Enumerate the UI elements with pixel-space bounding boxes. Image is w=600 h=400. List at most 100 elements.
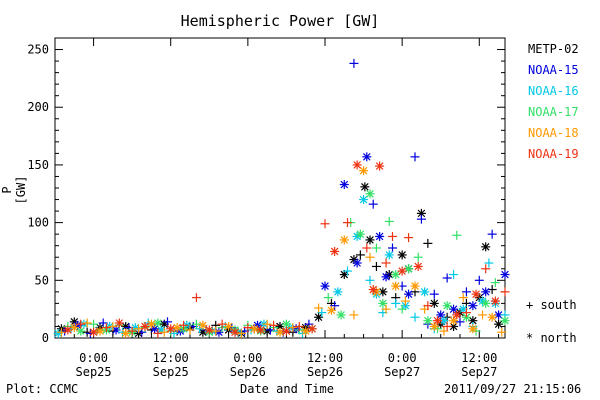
- data-point: [127, 326, 137, 336]
- data-point: [442, 273, 452, 283]
- data-point: [339, 235, 349, 245]
- data-point: [481, 242, 491, 252]
- data-point: [365, 252, 375, 262]
- data-point: [362, 243, 372, 253]
- x-tick-date-label: Sep27: [384, 365, 420, 379]
- data-point: [487, 285, 497, 295]
- data-point: [455, 317, 465, 327]
- x-tick-time-label: 0:00: [233, 351, 262, 365]
- data-point: [478, 310, 487, 320]
- x-axis-label: Date and Time: [240, 382, 334, 396]
- data-point: [410, 152, 420, 162]
- data-point: [314, 312, 324, 322]
- data-point: [153, 328, 163, 338]
- data-point: [365, 235, 375, 245]
- x-tick-date-label: Sep25: [76, 365, 112, 379]
- data-point: [343, 218, 352, 228]
- data-point: [294, 321, 304, 331]
- data-point: [461, 287, 471, 297]
- data-point: [500, 270, 510, 280]
- data-point: [490, 278, 500, 288]
- data-point: [82, 318, 92, 328]
- data-point: [391, 281, 401, 291]
- data-point: [89, 327, 99, 337]
- data-point: [397, 266, 407, 276]
- data-point: [269, 320, 279, 330]
- data-point: [359, 195, 369, 205]
- data-point: [56, 327, 66, 337]
- legend-item-noaa-19: NOAA-19: [528, 147, 579, 161]
- data-point: [352, 160, 362, 170]
- data-point: [410, 281, 420, 291]
- data-point: [391, 298, 401, 308]
- data-point: [375, 161, 385, 171]
- data-point: [159, 327, 169, 337]
- x-tick-time-label: 0:00: [388, 351, 417, 365]
- data-point: [452, 310, 462, 320]
- data-point: [423, 301, 433, 311]
- data-point: [256, 325, 266, 335]
- data-point: [98, 318, 108, 328]
- data-point: [423, 316, 433, 326]
- data-point: [468, 324, 478, 334]
- y-tick-label: 50: [35, 273, 49, 287]
- data-point: [375, 231, 385, 241]
- data-point: [317, 308, 327, 318]
- y-tick-label: 100: [27, 216, 49, 230]
- data-point: [481, 298, 491, 308]
- data-point: [487, 312, 497, 322]
- data-point: [281, 326, 291, 336]
- data-point: [211, 326, 221, 336]
- data-point: [288, 323, 298, 333]
- data-point: [336, 310, 346, 320]
- data-point: [452, 230, 462, 240]
- data-point: [371, 261, 381, 271]
- data-point: [471, 289, 481, 299]
- chart-title: Hemispheric Power [GW]: [180, 12, 380, 30]
- y-tick-label: 150: [27, 158, 49, 172]
- x-tick-time-label: 12:00: [153, 351, 189, 365]
- y-tick-label: 0: [42, 331, 49, 345]
- x-tick-date-label: Sep25: [153, 365, 189, 379]
- data-point: [101, 323, 111, 333]
- data-point: [69, 323, 79, 333]
- legend-north-key: * north: [526, 331, 577, 345]
- data-point: [330, 301, 340, 311]
- data-point: [439, 316, 449, 326]
- data-point: [481, 287, 491, 297]
- legend-item-noaa-15: NOAA-15: [528, 63, 579, 77]
- data-point: [314, 303, 324, 313]
- data-point: [163, 317, 172, 327]
- data-point: [114, 318, 124, 328]
- data-point: [63, 325, 73, 335]
- data-point: [243, 323, 253, 333]
- data-point: [323, 293, 333, 303]
- data-point: [461, 308, 471, 318]
- data-point: [339, 180, 349, 190]
- data-point: [179, 320, 189, 330]
- data-point: [368, 199, 378, 209]
- data-point: [468, 301, 478, 311]
- data-point: [500, 316, 510, 326]
- data-point: [355, 229, 365, 239]
- plot-frame: [54, 37, 506, 339]
- x-tick-time-label: 0:00: [79, 351, 108, 365]
- data-point: [404, 289, 414, 299]
- data-point: [304, 319, 314, 329]
- data-point: [449, 270, 459, 280]
- data-point: [140, 321, 150, 331]
- data-point: [352, 258, 362, 268]
- data-point: [497, 327, 507, 337]
- data-point: [185, 325, 195, 335]
- data-point: [236, 328, 246, 338]
- data-point: [423, 238, 433, 248]
- footer-plot-source: Plot: CCMC: [6, 382, 79, 396]
- y-tick-label: 200: [27, 100, 49, 114]
- data-point: [384, 216, 394, 226]
- x-tick-time-label: 12:00: [461, 351, 497, 365]
- x-tick-date-label: Sep27: [461, 365, 497, 379]
- data-point: [166, 324, 176, 334]
- data-point: [301, 326, 311, 336]
- data-point: [442, 301, 452, 311]
